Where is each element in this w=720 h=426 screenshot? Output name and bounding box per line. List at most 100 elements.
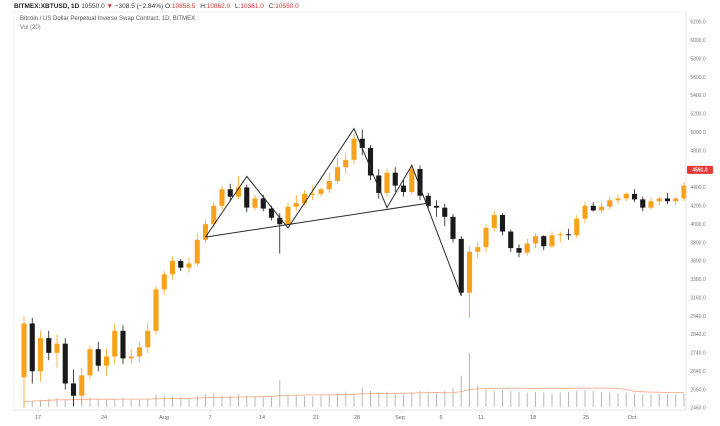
price-tick-label: 6200.0 [690,20,706,26]
volume-bar [576,390,578,407]
candle-body [598,206,605,211]
candle-body [351,138,357,160]
candle-body [161,274,167,290]
candle-body [128,356,134,359]
price-change: −308.5 (−2.84%) [114,3,164,10]
price-tick-label: 2940.0 [690,314,706,320]
plot-area [13,11,687,411]
candle-body [95,349,101,366]
volume-bar [147,398,149,407]
candle-body [145,330,151,348]
price-tick-label: 4200.0 [690,204,706,210]
volume-bar [601,391,602,407]
volume-bar [559,392,561,407]
candle-body [153,289,159,331]
volume-bar [180,397,182,407]
time-tick-label: 25 [583,415,589,421]
volume-bar [295,395,297,407]
price-tick-label: 5000.0 [690,130,706,136]
candle-body [392,172,398,186]
volume-bar [526,392,528,407]
candle-body [400,185,407,193]
volume-bar [361,387,363,407]
candle-body [582,205,588,219]
candle-body [384,172,390,193]
candle-body [136,347,143,357]
volume-bar [279,380,281,407]
volume-bar [378,392,380,407]
volume-bar [246,395,248,407]
price-tick-label: 2460.0 [690,406,706,412]
volume-bar [320,395,322,407]
candle-body [623,193,629,199]
price-axis: 6200.0 6000.0 5800.0 5600.0 5400.0 5200.0 5000… [690,20,706,412]
time-tick-label: 24 [101,415,107,421]
candle-body [565,234,572,236]
volume-bar [518,391,520,407]
candle-body [268,208,275,218]
price-tick-label: 5800.0 [690,56,706,62]
volume-indicator-label[interactable]: Vol (20) [20,25,41,31]
high-label: H: [200,3,207,10]
candle-body [681,185,687,199]
candle-body [29,323,35,372]
volume-bar [48,398,50,407]
price-tick-label: 4800.0 [690,148,706,154]
volume-bar [163,395,165,407]
candle-body [120,330,126,359]
volume-bar [89,398,91,407]
volume-bar [31,400,33,407]
volume-bar [271,396,272,407]
candle-body [54,343,60,353]
candle-layer [21,129,687,408]
candle-body [301,193,308,204]
candle-body [277,217,283,225]
candle-body [252,198,258,208]
volume-bar [592,390,594,407]
volume-bar [642,394,644,407]
volume-bar [625,392,627,407]
volume-bar [493,390,495,407]
time-tick-label: 7 [208,415,211,421]
candle-body [656,198,662,202]
high-value: 10862.0 [206,3,231,10]
candle-body [334,167,341,181]
open-value: 10858.5 [171,3,196,10]
volume-bar [221,395,223,407]
candle-body [442,207,448,217]
volume-bar [238,394,239,407]
candle-body [244,187,250,208]
candle-body [508,231,514,249]
volume-bar [213,393,215,407]
time-tick-label: 14 [259,415,265,421]
volume-bar [427,391,429,407]
volume-bar [543,392,545,407]
candle-body [417,169,423,196]
candle-body [433,205,440,208]
symbol-label[interactable]: BITMEX:XBTUSD, 1D [14,3,80,10]
candle-body [499,215,506,232]
volume-bar [683,393,685,407]
price-tick-label: 2550.0 [690,387,706,393]
candle-body [615,198,621,201]
volume-bar [617,393,619,407]
volume-bar [502,389,503,407]
candle-body [326,180,332,190]
price-tick-label: 5200.0 [690,112,706,118]
time-tick-label: 6 [439,415,442,421]
volume-bar [345,391,347,407]
volume-bar [254,396,256,407]
candle-body [87,349,93,376]
price-tick-label: 2840.0 [690,332,706,338]
time-tick-label: 21 [313,415,319,421]
volume-bar [196,396,198,407]
volume-bar [452,387,454,407]
volume-bar [64,399,66,407]
candle-body [46,338,52,353]
volume-bar [205,394,206,407]
candle-body [483,227,489,248]
candle-body [673,198,679,202]
candle-body [62,343,68,384]
candle-body [178,260,184,268]
